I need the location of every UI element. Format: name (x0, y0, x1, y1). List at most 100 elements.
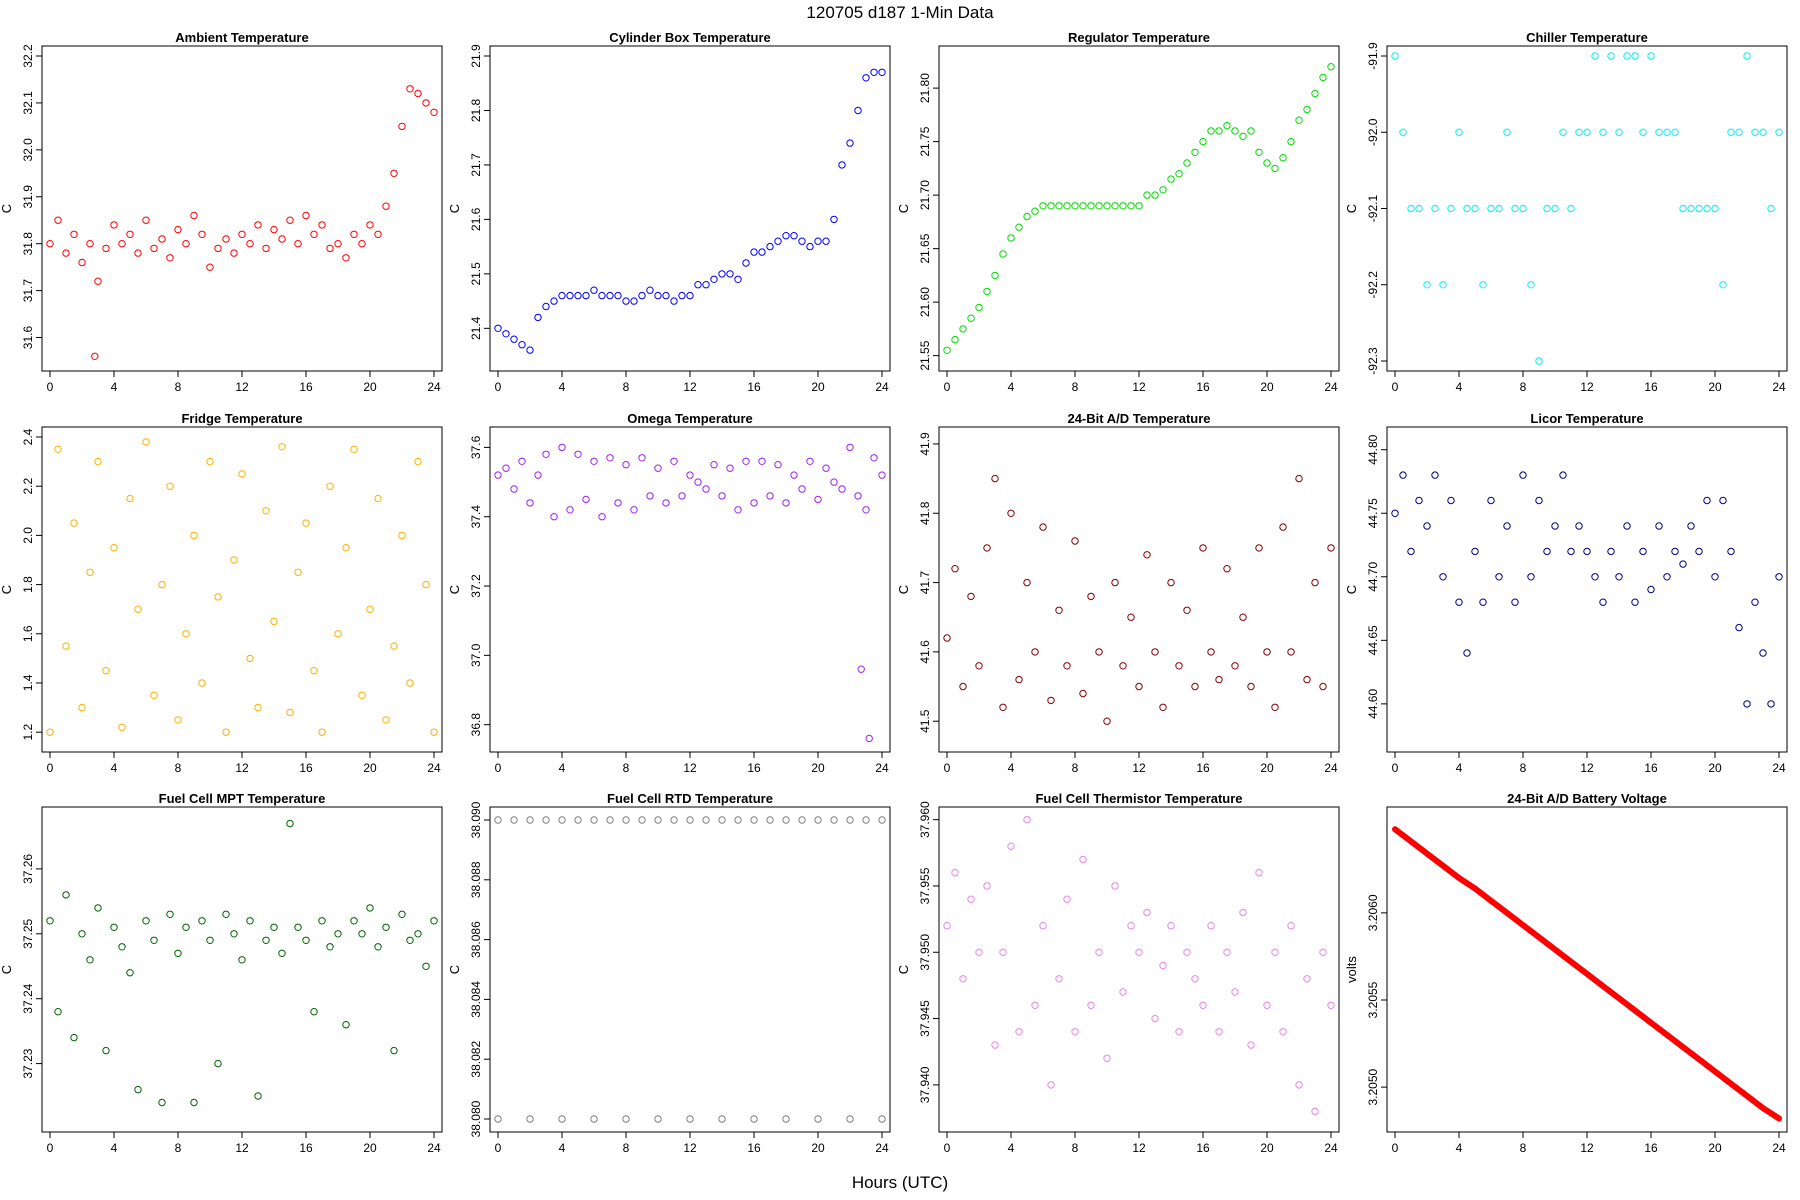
data-point (1111, 882, 1119, 890)
data-point (1519, 471, 1527, 479)
x-tick-label: 8 (175, 1141, 182, 1155)
data-point (1063, 202, 1071, 210)
data-point (1719, 281, 1727, 289)
data-point (718, 816, 726, 824)
data-point (1271, 703, 1279, 711)
data-point (134, 249, 142, 257)
data-point (1431, 204, 1439, 213)
data-point (422, 962, 430, 970)
data-point (94, 277, 102, 285)
data-point (294, 240, 302, 248)
data-point (766, 242, 774, 251)
data-point (1471, 547, 1479, 556)
x-tick-label: 20 (1708, 761, 1722, 775)
y-tick-label: 44.70 (1366, 561, 1380, 591)
data-point (862, 816, 870, 824)
data-point (494, 324, 502, 332)
data-point (1279, 154, 1287, 162)
data-point (1167, 175, 1175, 183)
x-tick-label: 20 (363, 761, 377, 775)
data-point (558, 443, 566, 452)
data-point (1199, 1001, 1207, 1009)
data-point (158, 580, 166, 589)
data-point (1031, 207, 1039, 215)
data-point (382, 716, 390, 724)
data-point (494, 471, 502, 479)
data-point (1631, 52, 1639, 60)
data-point (630, 506, 638, 514)
data-point (1391, 52, 1399, 60)
y-tick-label: 37.2 (469, 574, 483, 598)
data-point (102, 244, 110, 253)
data-point (590, 816, 598, 824)
data-point (1711, 204, 1719, 213)
data-point (654, 291, 662, 300)
data-point (1647, 52, 1655, 60)
y-axis-label: C (896, 204, 911, 213)
data-point (86, 568, 94, 576)
x-tick-label: 0 (1392, 380, 1399, 394)
data-point (1239, 613, 1247, 621)
data-point (750, 499, 758, 507)
data-point (334, 930, 342, 938)
y-axis-label: C (447, 585, 462, 594)
data-point (390, 642, 398, 650)
y-tick-label: 3.2055 (1366, 981, 1380, 1018)
data-point (782, 232, 790, 240)
data-point (326, 244, 334, 253)
data-point (1111, 202, 1119, 210)
data-point (1607, 547, 1615, 556)
data-point (1479, 281, 1487, 289)
data-point (190, 1098, 198, 1107)
data-point (1407, 204, 1415, 213)
y-tick-label: 44.65 (1366, 625, 1380, 655)
x-tick-label: 16 (747, 380, 761, 394)
data-series (943, 474, 1335, 725)
data-series (1392, 826, 1782, 1122)
data-point (790, 471, 798, 479)
data-point (1639, 128, 1647, 136)
data-point (1623, 522, 1631, 530)
data-point (782, 816, 790, 824)
data-point (1663, 128, 1671, 136)
data-point (1575, 128, 1583, 136)
data-point (1431, 471, 1439, 479)
y-tick-label: 21.55 (918, 340, 932, 370)
data-point (1447, 204, 1455, 213)
data-point (878, 68, 886, 77)
data-point (222, 235, 230, 243)
panel-title: 24-Bit A/D Battery Voltage (1507, 791, 1667, 806)
data-point (91, 352, 99, 360)
y-tick-label: 1.4 (21, 674, 35, 691)
data-point (302, 936, 310, 944)
data-point (206, 457, 214, 466)
data-point (774, 461, 782, 469)
y-axis-label: C (0, 204, 14, 213)
x-tick-label: 20 (363, 1141, 377, 1155)
data-point (334, 630, 342, 638)
data-point (878, 1115, 886, 1123)
data-point (718, 270, 726, 278)
data-point (1095, 202, 1103, 210)
data-point (190, 211, 198, 220)
data-point (1647, 585, 1655, 594)
y-tick-label: -91.9 (1366, 42, 1380, 70)
data-point (710, 461, 718, 469)
data-point (1263, 648, 1271, 656)
data-point (670, 816, 678, 824)
data-point (1079, 202, 1087, 210)
data-point (975, 303, 983, 312)
data-point (991, 271, 999, 280)
data-point (1583, 547, 1591, 556)
data-point (62, 891, 70, 899)
data-point (1679, 560, 1687, 568)
data-point (991, 1041, 999, 1049)
data-point (278, 949, 286, 957)
x-tick-label: 8 (623, 380, 630, 394)
data-point (518, 341, 526, 349)
y-tick-label: 32.2 (21, 44, 35, 68)
x-tick-label: 8 (1072, 1141, 1079, 1155)
data-point (1255, 148, 1263, 157)
data-point (1071, 537, 1079, 545)
x-tick-label: 4 (1008, 380, 1015, 394)
